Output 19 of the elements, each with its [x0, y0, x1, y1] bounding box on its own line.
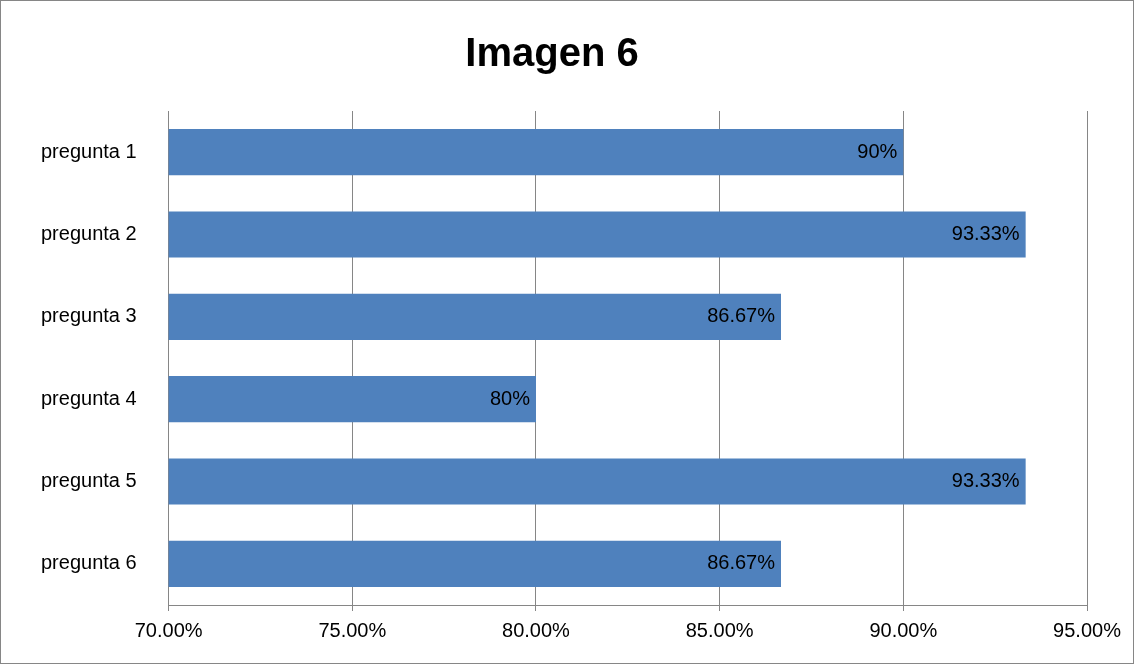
data-label: 86.67%: [707, 551, 776, 574]
data-label: 86.67%: [707, 304, 776, 327]
x-tick-label: 95.00%: [1053, 618, 1122, 641]
x-tick-label: 90.00%: [869, 618, 938, 641]
y-tick-label: pregunta 3: [40, 304, 137, 327]
chart-title: Imagen 6: [465, 30, 639, 75]
x-tick-label: 80.00%: [502, 618, 571, 641]
data-label: 93.33%: [951, 469, 1020, 492]
x-tick-label: 85.00%: [685, 618, 754, 641]
y-tick-label: pregunta 6: [40, 551, 137, 574]
y-tick-label: pregunta 2: [40, 222, 137, 245]
x-tick-label: 70.00%: [134, 618, 203, 641]
data-label: 93.33%: [951, 222, 1020, 245]
data-label: 90%: [857, 139, 898, 162]
y-tick-label: pregunta 4: [40, 386, 137, 409]
x-tick-label: 75.00%: [318, 618, 387, 641]
y-tick-label: pregunta 1: [40, 139, 137, 162]
y-tick-label: pregunta 5: [40, 469, 137, 492]
data-label: 80%: [489, 386, 531, 409]
